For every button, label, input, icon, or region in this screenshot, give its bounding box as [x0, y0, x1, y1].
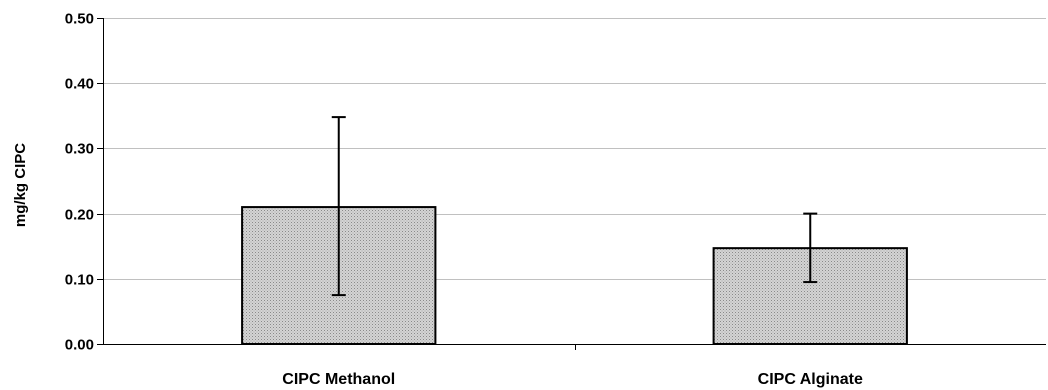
bars	[241, 206, 908, 346]
y-tick-label: 0.00	[65, 337, 94, 354]
y-tick-label: 0.30	[65, 141, 94, 158]
error-bars	[331, 116, 818, 297]
y-axis-title: mg/kg CIPC	[12, 143, 29, 227]
y-tick-label: 0.10	[65, 272, 94, 289]
y-tick-label: 0.20	[65, 207, 94, 224]
axes	[97, 18, 1046, 350]
x-category-label: CIPC Methanol	[282, 371, 395, 388]
y-tick-label: 0.50	[65, 11, 94, 28]
x-category-label: CIPC Alginate	[758, 371, 863, 388]
y-tick-label: 0.40	[65, 76, 94, 93]
x-category-labels: CIPC Methanol CIPC Alginate	[282, 371, 863, 388]
y-tick-labels: 0.00 0.10 0.20 0.30 0.40 0.50	[65, 11, 94, 354]
